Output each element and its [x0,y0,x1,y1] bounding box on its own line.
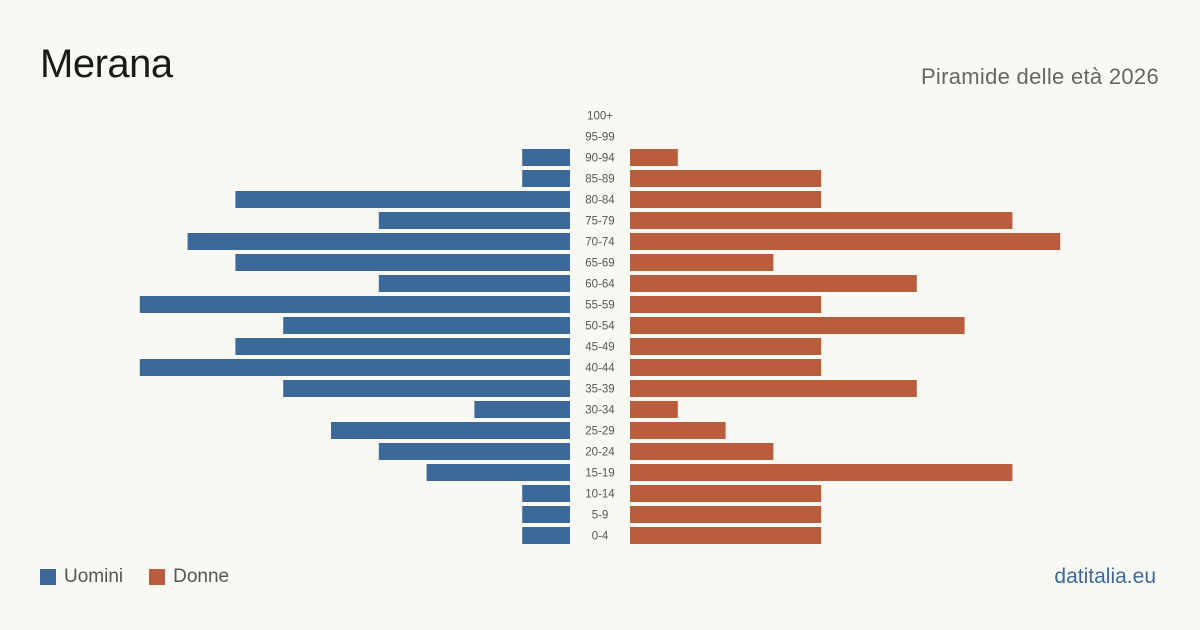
bar-women-50-54 [630,317,965,334]
bar-women-70-74 [630,233,1061,250]
bar-men-45-49 [235,338,570,355]
age-label-45-49: 45-49 [585,342,614,354]
bar-men-50-54 [283,317,570,334]
age-label-15-19: 15-19 [585,468,614,480]
age-label-20-24: 20-24 [585,447,615,459]
bar-women-60-64 [630,275,917,292]
bar-men-70-74 [187,233,570,250]
bar-men-75-79 [378,212,570,229]
age-label-40-44: 40-44 [585,363,615,375]
bar-women-10-14 [630,485,822,502]
bar-men-85-89 [522,170,570,187]
legend-item-women: Donne [149,566,229,588]
bar-women-40-44 [630,359,822,376]
bar-women-80-84 [630,191,822,208]
age-label-60-64: 60-64 [585,279,615,291]
age-label-5-9: 5-9 [592,510,609,522]
age-label-10-14: 10-14 [585,489,615,501]
age-label-55-59: 55-59 [585,300,614,312]
legend-item-men: Uomini [40,566,123,588]
bar-men-65-69 [235,254,570,271]
age-label-85-89: 85-89 [585,174,614,186]
bar-women-5-9 [630,506,822,523]
bar-men-15-19 [426,464,570,481]
brand-link[interactable]: datitalia.eu [1054,565,1156,588]
bar-men-30-34 [474,401,570,418]
bar-women-35-39 [630,380,917,397]
bar-men-60-64 [378,275,570,292]
age-label-35-39: 35-39 [585,384,614,396]
age-label-75-79: 75-79 [585,216,614,228]
legend-label-women: Donne [173,566,230,587]
bar-women-20-24 [630,443,774,460]
bar-women-25-29 [630,422,726,439]
legend-label-men: Uomini [64,566,124,587]
bar-men-55-59 [139,296,571,313]
bar-men-0-4 [522,527,570,544]
bar-women-30-34 [630,401,678,418]
page-title: Merana [40,42,173,86]
age-label-25-29: 25-29 [585,426,614,438]
bar-men-80-84 [235,191,570,208]
age-label-90-94: 90-94 [585,153,615,165]
age-label-30-34: 30-34 [585,405,615,417]
age-label-80-84: 80-84 [585,195,615,207]
bar-men-20-24 [378,443,570,460]
bar-women-65-69 [630,254,774,271]
bar-women-45-49 [630,338,822,355]
bar-men-90-94 [522,149,570,166]
chart-legend: Uomini Donne [40,566,255,588]
age-label-95-99: 95-99 [585,132,614,144]
age-label-65-69: 65-69 [585,258,614,270]
bar-women-90-94 [630,149,678,166]
legend-swatch-men [40,569,56,585]
bar-men-10-14 [522,485,570,502]
bar-men-35-39 [283,380,570,397]
bar-women-75-79 [630,212,1013,229]
bar-women-55-59 [630,296,822,313]
age-label-100plus: 100+ [587,111,613,123]
age-label-70-74: 70-74 [585,237,615,249]
bar-women-15-19 [630,464,1013,481]
age-label-50-54: 50-54 [585,321,615,333]
bar-women-0-4 [630,527,822,544]
bar-men-25-29 [331,422,570,439]
bar-men-5-9 [522,506,570,523]
age-label-0-4: 0-4 [592,531,609,543]
bar-men-40-44 [139,359,571,376]
legend-swatch-women [149,569,166,585]
chart-subtitle: Piramide delle età 2026 [920,64,1159,89]
bar-women-85-89 [630,170,822,187]
